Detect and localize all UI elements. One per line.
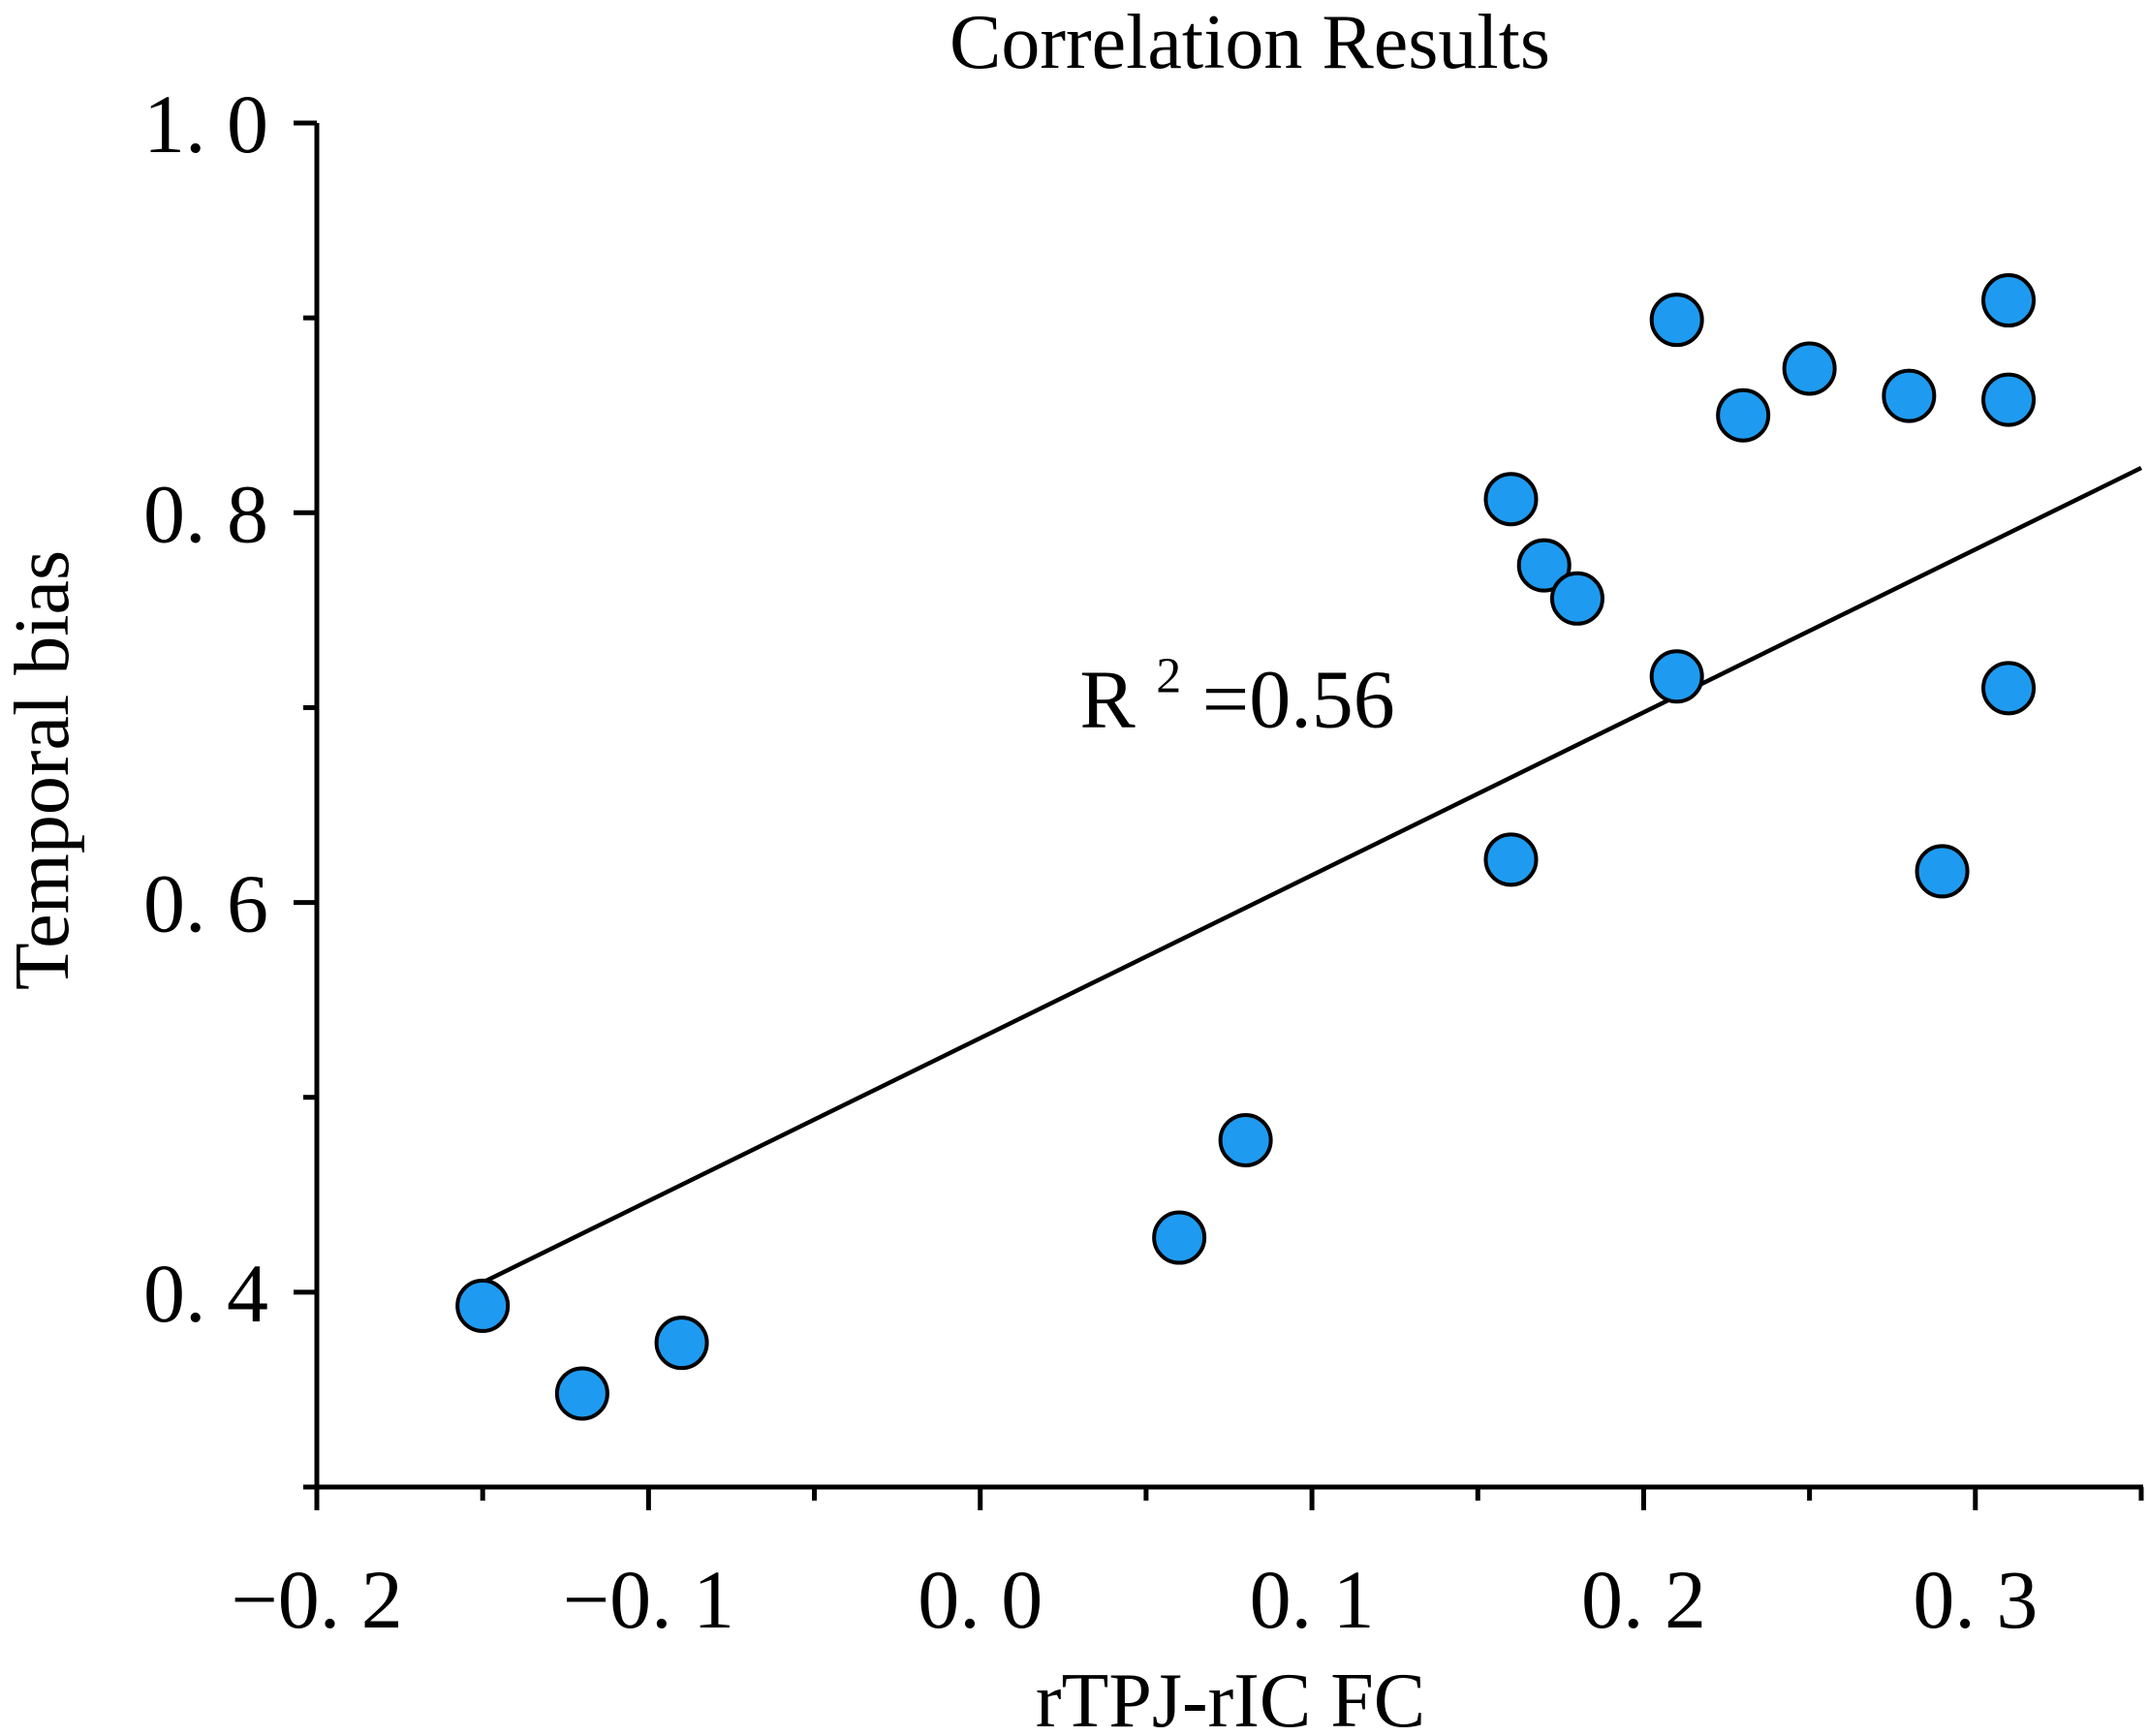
x-axis-label: rTPJ-rIC FC bbox=[1036, 1658, 1425, 1736]
chart-title: Correlation Results bbox=[949, 0, 1550, 85]
x-tick-label-4: 0. 2 bbox=[1581, 1553, 1706, 1646]
r-squared-annotation: R 2 =0.56 bbox=[1079, 618, 1394, 746]
data-point-4 bbox=[1218, 1112, 1273, 1167]
r-squared-value: =0.56 bbox=[1202, 653, 1395, 746]
data-point-2 bbox=[654, 1316, 709, 1371]
regression-line bbox=[482, 466, 2142, 1285]
y-tick-label-1: 0. 6 bbox=[143, 857, 268, 950]
r-squared-base: R bbox=[1079, 653, 1136, 746]
y-axis-tick-labels: 0. 4 0. 6 0. 8 1. 0 bbox=[143, 78, 268, 1340]
data-point-6 bbox=[1483, 472, 1539, 527]
data-point-10 bbox=[1649, 649, 1704, 704]
x-axis-ticks bbox=[314, 1487, 2144, 1510]
data-point-7 bbox=[1516, 538, 1572, 593]
data-point-5 bbox=[1483, 832, 1539, 887]
data-point-17 bbox=[1981, 661, 2037, 716]
data-point-14 bbox=[1915, 844, 1970, 899]
x-tick-label-0: −0. 2 bbox=[231, 1553, 403, 1646]
data-point-15 bbox=[1981, 273, 2037, 328]
data-point-8 bbox=[1549, 571, 1604, 626]
r-squared-superscript: 2 bbox=[1156, 649, 1181, 704]
y-tick-label-0: 0. 4 bbox=[143, 1247, 268, 1340]
data-point-13 bbox=[1882, 368, 1937, 423]
x-tick-label-1: −0. 1 bbox=[563, 1553, 735, 1646]
x-tick-label-3: 0. 1 bbox=[1250, 1553, 1375, 1646]
data-point-11 bbox=[1716, 388, 1771, 443]
y-tick-label-2: 0. 8 bbox=[143, 467, 268, 560]
data-point-0 bbox=[455, 1278, 511, 1333]
y-axis-label: Temporal bias bbox=[0, 550, 85, 990]
data-point-1 bbox=[554, 1366, 609, 1421]
y-axis-ticks bbox=[294, 120, 317, 1490]
data-point-9 bbox=[1649, 293, 1704, 348]
y-tick-label-3: 1. 0 bbox=[143, 78, 268, 170]
x-tick-label-2: 0. 0 bbox=[918, 1553, 1043, 1646]
data-point-12 bbox=[1782, 341, 1837, 396]
x-axis-tick-labels: −0. 2 −0. 1 0. 0 0. 1 0. 2 0. 3 bbox=[231, 1553, 2038, 1646]
data-point-16 bbox=[1981, 372, 2037, 427]
x-tick-label-5: 0. 3 bbox=[1913, 1553, 2038, 1646]
data-points bbox=[455, 273, 2037, 1421]
data-point-3 bbox=[1152, 1210, 1207, 1265]
